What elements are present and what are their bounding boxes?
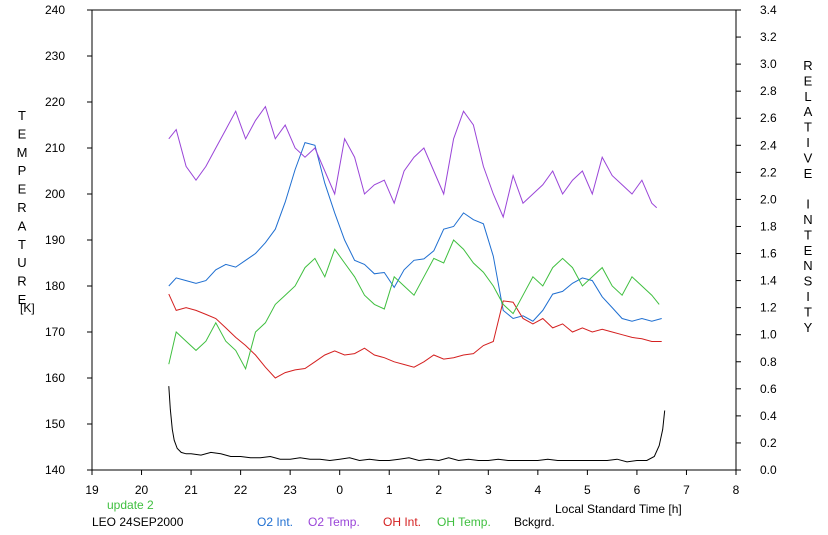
left-axis-label-letter: A — [18, 218, 27, 233]
left-tick-label: 160 — [45, 371, 65, 385]
left-axis-ticks: 140 150 160 170 180 190 200 210 220 230 240 — [45, 3, 92, 477]
right-axis-label-letter: R — [803, 58, 812, 73]
legend-entry: Bckgrd. — [514, 515, 555, 529]
x-tick-label: 21 — [184, 483, 198, 497]
series-line-o2-int — [168, 141, 662, 322]
series-line-oh-temp — [168, 239, 660, 371]
right-axis-label-letter: I — [806, 135, 810, 150]
update-note: update 2 — [107, 498, 154, 512]
legend-entry: O2 Temp. — [308, 515, 360, 529]
series-line-oh-int — [168, 293, 662, 379]
x-tick-label: 0 — [336, 483, 343, 497]
left-tick-label: 150 — [45, 417, 65, 431]
x-tick-label: 7 — [683, 483, 690, 497]
right-tick-label: 2.8 — [760, 84, 777, 98]
right-tick-label: 2.4 — [760, 138, 777, 152]
x-axis-ticks: 19 20 21 22 23 0 1 2 3 4 5 6 7 8 — [85, 470, 740, 497]
right-axis-label-letter: S — [804, 274, 813, 289]
series-line-o2-temp — [168, 105, 658, 219]
right-axis-label-letter: I — [806, 197, 810, 212]
x-tick-label: 22 — [234, 483, 248, 497]
x-tick-label: 2 — [435, 483, 442, 497]
left-axis-label-letter: T — [18, 237, 26, 252]
plot-frame — [91, 9, 737, 471]
left-axis-label-letter: U — [17, 255, 26, 270]
right-tick-label: 1.0 — [760, 328, 777, 342]
right-axis-label-letter: E — [804, 166, 813, 181]
x-axis-label: Local Standard Time [h] — [555, 502, 682, 516]
right-axis-label-letter: N — [803, 258, 812, 273]
right-tick-label: 1.4 — [760, 274, 777, 288]
left-tick-label: 170 — [45, 325, 65, 339]
right-axis-label-letter: T — [804, 227, 812, 242]
right-axis-label-letter: A — [804, 104, 813, 119]
right-axis-ticks: 0.0 0.2 0.4 0.6 0.8 1.0 1.2 1.4 1.6 1.8 2.0 2.2 2.4 2… — [736, 3, 777, 477]
right-tick-label: 2.0 — [760, 192, 777, 206]
left-axis-label-letter: P — [18, 163, 27, 178]
right-axis-label-letter: L — [804, 89, 811, 104]
left-axis-unit: [K] — [20, 301, 35, 315]
legend-entry: O2 Int. — [257, 515, 293, 529]
right-tick-label: 0.8 — [760, 355, 777, 369]
right-axis-label-letter: E — [804, 243, 813, 258]
left-axis-label-letter: E — [18, 292, 27, 307]
caption: LEO 24SEP2000 — [92, 515, 184, 529]
right-axis-label-letter: T — [804, 304, 812, 319]
left-tick-label: 200 — [45, 187, 65, 201]
left-axis-label-letter: M — [17, 145, 28, 160]
left-tick-label: 180 — [45, 279, 65, 293]
left-tick-label: 210 — [45, 141, 65, 155]
right-axis-label-letter: T — [804, 120, 812, 135]
left-axis-label-letter: T — [18, 108, 26, 123]
right-tick-label: 1.8 — [760, 219, 777, 233]
right-tick-label: 1.2 — [760, 301, 777, 315]
right-tick-label: 2.6 — [760, 111, 777, 125]
x-tick-label: 23 — [283, 483, 297, 497]
legend-entry: OH Temp. — [437, 515, 491, 529]
left-axis-label-letter: E — [18, 126, 27, 141]
right-axis-label-letter: I — [806, 289, 810, 304]
legend-entry: OH Int. — [383, 515, 421, 529]
x-tick-label: 1 — [386, 483, 393, 497]
series-line-bckgrd — [168, 386, 666, 463]
left-tick-label: 190 — [45, 233, 65, 247]
right-axis-label-letter: V — [804, 150, 813, 165]
right-axis-label-letter: Y — [804, 320, 813, 335]
left-axis-label-letter: E — [18, 182, 27, 197]
x-tick-label: 3 — [485, 483, 492, 497]
right-tick-label: 3.4 — [760, 3, 777, 17]
x-tick-label: 8 — [733, 483, 740, 497]
left-tick-label: 240 — [45, 3, 65, 17]
right-axis-label-letter: E — [804, 73, 813, 88]
right-tick-label: 0.0 — [760, 463, 777, 477]
right-tick-label: 0.6 — [760, 382, 777, 396]
right-tick-label: 3.2 — [760, 30, 777, 44]
right-tick-label: 1.6 — [760, 247, 777, 261]
right-axis-label-letter: N — [803, 212, 812, 227]
x-tick-label: 20 — [135, 483, 149, 497]
right-tick-label: 2.2 — [760, 165, 777, 179]
series-layer — [168, 105, 666, 463]
right-tick-label: 0.4 — [760, 409, 777, 423]
x-tick-label: 5 — [584, 483, 591, 497]
right-tick-label: 0.2 — [760, 436, 777, 450]
left-axis-label-letter: R — [17, 274, 26, 289]
x-tick-label: 6 — [634, 483, 641, 497]
left-tick-label: 220 — [45, 95, 65, 109]
left-tick-label: 230 — [45, 49, 65, 63]
x-tick-label: 19 — [85, 483, 99, 497]
legend: O2 Int. O2 Temp. OH Int. OH Temp. Bckgrd. — [257, 515, 555, 529]
left-tick-label: 140 — [45, 463, 65, 477]
right-tick-label: 3.0 — [760, 57, 777, 71]
x-tick-label: 4 — [535, 483, 542, 497]
left-axis-label-letter: R — [17, 200, 26, 215]
